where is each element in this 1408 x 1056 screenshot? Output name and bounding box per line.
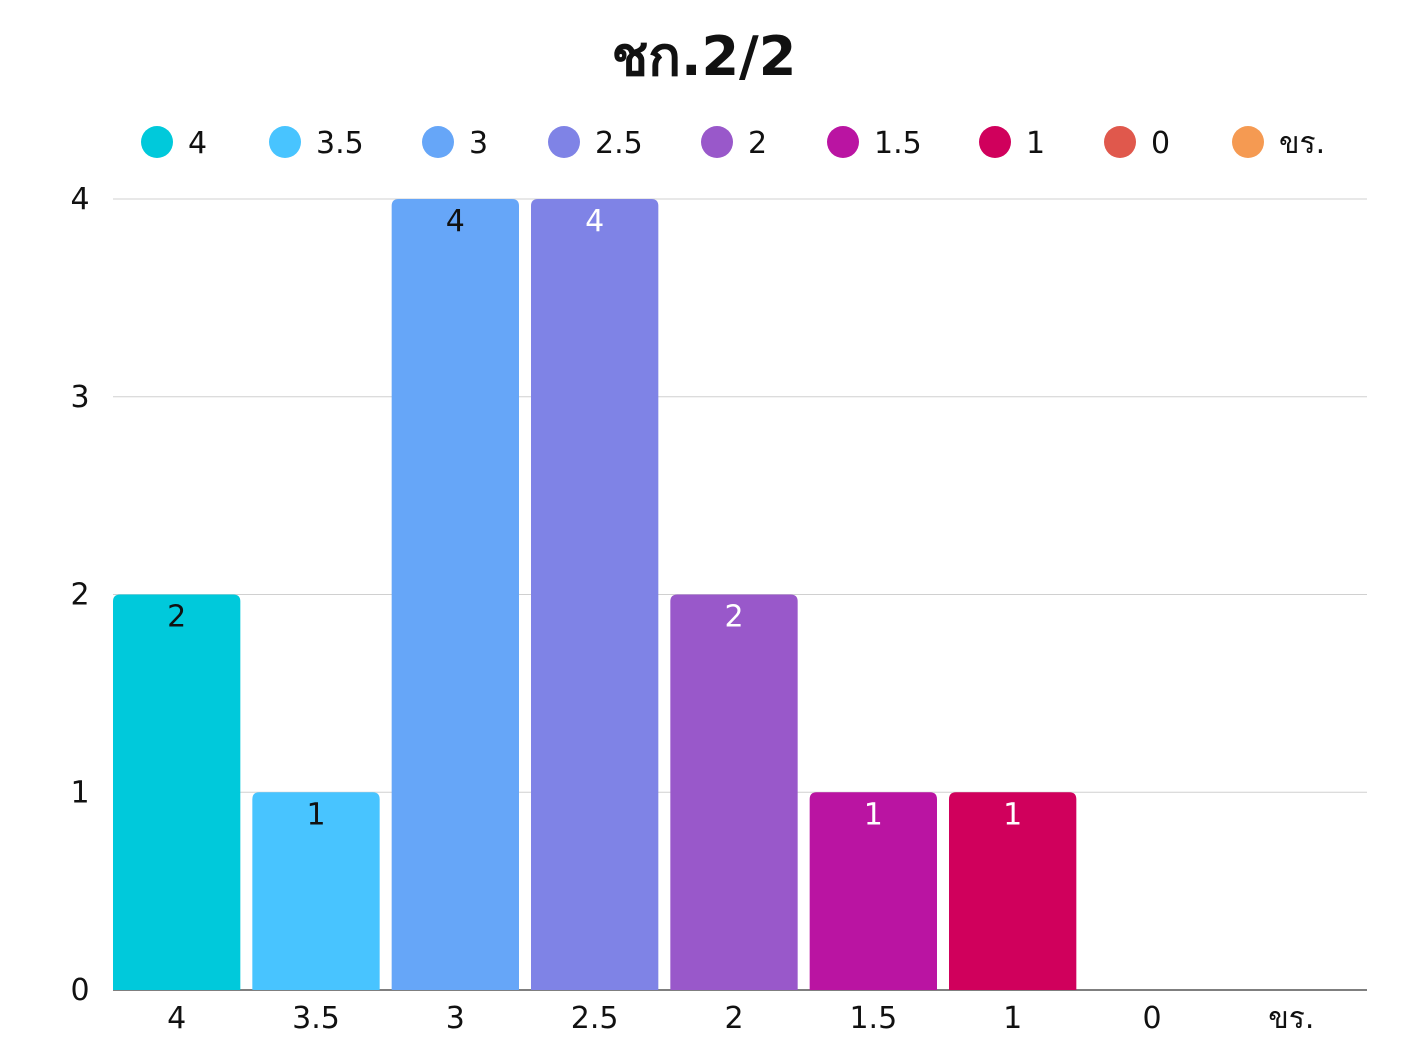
bar-1 bbox=[949, 792, 1077, 990]
legend-marker-0 bbox=[1104, 126, 1136, 158]
legend-label: 4 bbox=[188, 126, 207, 161]
bar-4 bbox=[113, 594, 241, 990]
bar-1.5 bbox=[809, 792, 937, 990]
legend-label: 1.5 bbox=[874, 126, 922, 161]
legend-marker-1.5 bbox=[827, 126, 859, 158]
bar-3 bbox=[391, 199, 519, 990]
x-tick-label: 4 bbox=[167, 1001, 186, 1036]
legend-label: ขร. bbox=[1279, 126, 1325, 161]
y-tick-label: 0 bbox=[70, 973, 89, 1008]
legend-marker-ขร. bbox=[1232, 126, 1264, 158]
x-tick-label: 3 bbox=[446, 1001, 465, 1036]
x-tick-label: 2 bbox=[724, 1001, 743, 1036]
legend-marker-3.5 bbox=[269, 126, 301, 158]
data-label: 2 bbox=[724, 600, 743, 635]
legend-marker-2.5 bbox=[548, 126, 580, 158]
bar-2.5 bbox=[531, 199, 659, 990]
x-tick-label: 1 bbox=[1003, 1001, 1022, 1036]
legend-label: 1 bbox=[1026, 126, 1045, 161]
legend-label: 2.5 bbox=[595, 126, 643, 161]
legend-marker-3 bbox=[422, 126, 454, 158]
chart-title: ชก.2/2 bbox=[611, 25, 797, 88]
legend-marker-4 bbox=[141, 126, 173, 158]
data-label: 1 bbox=[1003, 797, 1022, 832]
x-tick-label: 2.5 bbox=[571, 1001, 619, 1036]
legend-marker-1 bbox=[979, 126, 1011, 158]
y-tick-label: 3 bbox=[70, 380, 89, 415]
legend-label: 3 bbox=[469, 126, 488, 161]
data-label: 1 bbox=[864, 797, 883, 832]
x-tick-label: 3.5 bbox=[292, 1001, 340, 1036]
y-tick-label: 4 bbox=[70, 182, 89, 217]
y-tick-label: 1 bbox=[70, 775, 89, 810]
data-label: 1 bbox=[306, 797, 325, 832]
y-tick-label: 2 bbox=[70, 578, 89, 613]
x-tick-label: 0 bbox=[1142, 1001, 1161, 1036]
x-tick-label: ขร. bbox=[1268, 1001, 1314, 1036]
legend-label: 0 bbox=[1151, 126, 1170, 161]
bar-3.5 bbox=[252, 792, 380, 990]
x-tick-label: 1.5 bbox=[849, 1001, 897, 1036]
data-label: 4 bbox=[585, 204, 604, 239]
legend-marker-2 bbox=[701, 126, 733, 158]
bar-2 bbox=[670, 594, 798, 990]
legend-label: 3.5 bbox=[316, 126, 364, 161]
data-label: 4 bbox=[446, 204, 465, 239]
legend-label: 2 bbox=[748, 126, 767, 161]
data-label: 2 bbox=[167, 600, 186, 635]
